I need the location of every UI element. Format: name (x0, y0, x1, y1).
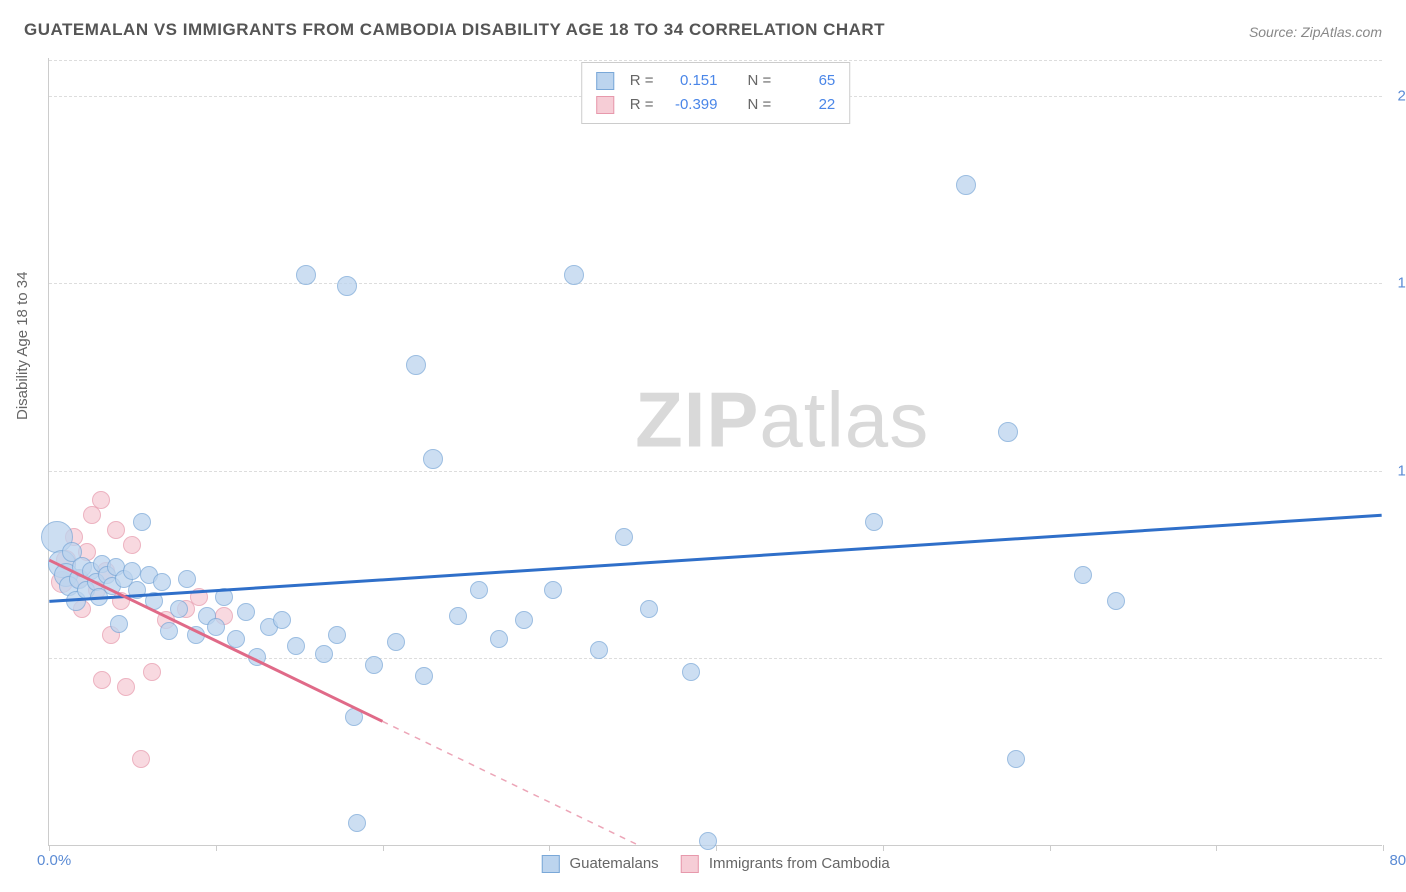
y-axis-label: Disability Age 18 to 34 (14, 272, 31, 420)
data-point (348, 814, 366, 832)
n-label: N = (748, 69, 772, 93)
x-max-label: 80.0% (1389, 852, 1406, 869)
data-point (1007, 750, 1025, 768)
data-point (287, 637, 305, 655)
data-point (187, 626, 205, 644)
x-tick (383, 845, 384, 851)
legend-label-2: Immigrants from Cambodia (709, 855, 890, 872)
data-point (145, 592, 163, 610)
y-tick-label: 10.0% (1397, 462, 1406, 479)
data-point (1107, 592, 1125, 610)
data-point (215, 588, 233, 606)
legend-item-1: Guatemalans (541, 855, 658, 873)
data-point (449, 607, 467, 625)
watermark: ZIPatlas (635, 375, 929, 466)
x-tick (1383, 845, 1384, 851)
stats-row: R = -0.399 N = 22 (596, 93, 836, 117)
chart-title: GUATEMALAN VS IMMIGRANTS FROM CAMBODIA D… (24, 20, 885, 40)
data-point (207, 618, 225, 636)
data-point (237, 603, 255, 621)
data-point (143, 663, 161, 681)
data-point (178, 570, 196, 588)
n-value-2: 22 (781, 93, 835, 117)
data-point (470, 581, 488, 599)
correlation-stats-box: R = 0.151 N = 65 R = -0.399 N = 22 (581, 62, 851, 124)
data-point (682, 663, 700, 681)
trendlines-svg (49, 58, 1382, 845)
data-point (640, 600, 658, 618)
data-point (123, 536, 141, 554)
legend-label-1: Guatemalans (569, 855, 658, 872)
x-origin-label: 0.0% (37, 852, 71, 869)
data-point (117, 678, 135, 696)
data-point (564, 265, 584, 285)
n-label: N = (748, 93, 772, 117)
gridline (49, 283, 1382, 284)
data-point (544, 581, 562, 599)
data-point (107, 521, 125, 539)
x-tick (49, 845, 50, 851)
x-tick (549, 845, 550, 851)
data-point (133, 513, 151, 531)
gridline (49, 60, 1382, 61)
stats-row: R = 0.151 N = 65 (596, 69, 836, 93)
gridline (49, 471, 1382, 472)
data-point (406, 355, 426, 375)
data-point (132, 750, 150, 768)
data-point (615, 528, 633, 546)
data-point (128, 581, 146, 599)
swatch-series1 (541, 855, 559, 873)
data-point (93, 671, 111, 689)
x-tick (1216, 845, 1217, 851)
r-value-2: -0.399 (664, 93, 718, 117)
data-point (227, 630, 245, 648)
r-label: R = (630, 69, 654, 93)
source-attribution: Source: ZipAtlas.com (1249, 24, 1382, 40)
data-point (296, 265, 316, 285)
data-point (123, 562, 141, 580)
data-point (337, 276, 357, 296)
data-point (153, 573, 171, 591)
swatch-series2 (681, 855, 699, 873)
data-point (110, 615, 128, 633)
watermark-bold: ZIP (635, 376, 759, 464)
data-point (956, 175, 976, 195)
r-value-1: 0.151 (664, 69, 718, 93)
legend-item-2: Immigrants from Cambodia (681, 855, 890, 873)
data-point (328, 626, 346, 644)
data-point (865, 513, 883, 531)
x-tick (216, 845, 217, 851)
data-point (160, 622, 178, 640)
swatch-series1 (596, 72, 614, 90)
data-point (92, 491, 110, 509)
bottom-legend: Guatemalans Immigrants from Cambodia (541, 855, 889, 873)
x-tick (1050, 845, 1051, 851)
watermark-rest: atlas (759, 376, 929, 464)
data-point (490, 630, 508, 648)
data-point (190, 588, 208, 606)
data-point (1074, 566, 1092, 584)
data-point (423, 449, 443, 469)
data-point (515, 611, 533, 629)
data-point (699, 832, 717, 850)
x-tick (883, 845, 884, 851)
data-point (273, 611, 291, 629)
data-point (415, 667, 433, 685)
data-point (998, 422, 1018, 442)
data-point (345, 708, 363, 726)
data-point (387, 633, 405, 651)
data-point (248, 648, 266, 666)
data-point (365, 656, 383, 674)
swatch-series2 (596, 96, 614, 114)
n-value-1: 65 (781, 69, 835, 93)
y-tick-label: 15.0% (1397, 275, 1406, 292)
data-point (170, 600, 188, 618)
r-label: R = (630, 93, 654, 117)
data-point (590, 641, 608, 659)
scatter-chart: ZIPatlas R = 0.151 N = 65 R = -0.399 N =… (48, 58, 1382, 846)
data-point (315, 645, 333, 663)
x-tick (716, 845, 717, 851)
y-tick-label: 20.0% (1397, 87, 1406, 104)
